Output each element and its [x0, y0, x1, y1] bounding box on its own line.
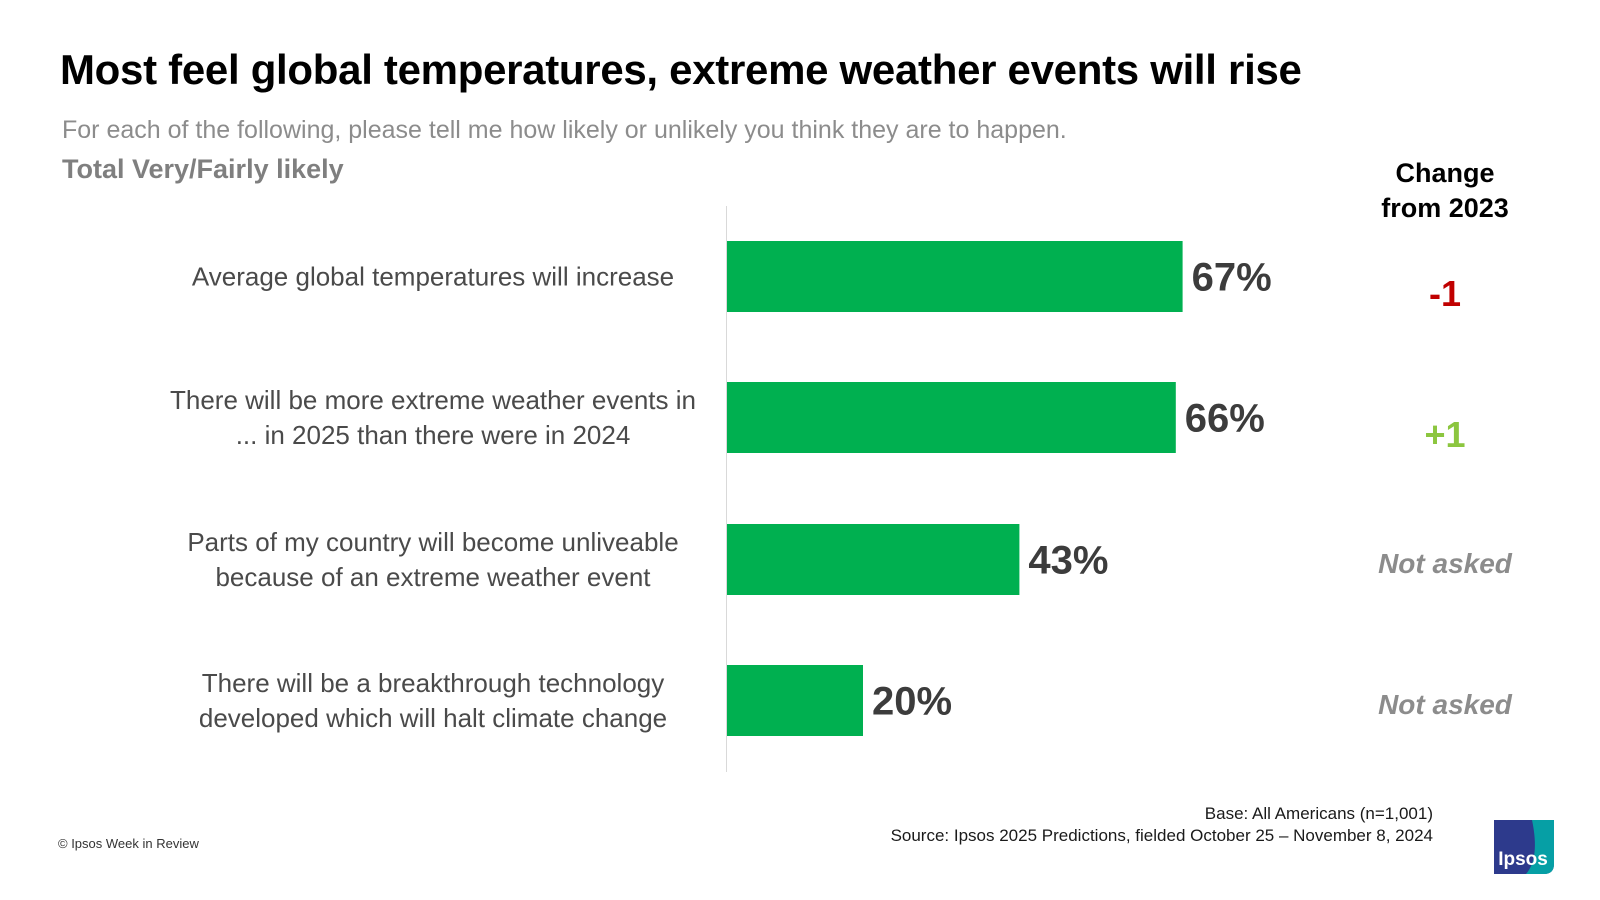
chart-subtitle: For each of the following, please tell m…: [62, 116, 1067, 144]
category-label-line: Parts of my country will become unliveab…: [187, 527, 678, 557]
bar: [727, 241, 1183, 312]
copyright: © Ipsos Week in Review: [58, 836, 199, 851]
ipsos-logo: Ipsos: [1494, 820, 1554, 874]
category-label: There will be a breakthrough technology d…: [199, 668, 667, 733]
chart-title: Most feel global temperatures, extreme w…: [60, 46, 1302, 93]
change-column-header: Change from 2023: [1370, 156, 1520, 226]
bar: [727, 382, 1176, 453]
category-label: There will be more extreme weather event…: [170, 385, 696, 450]
measure-label: Total Very/Fairly likely: [62, 154, 344, 184]
change-value: -1: [1428, 272, 1461, 314]
svg-text:Ipsos: Ipsos: [1498, 849, 1548, 870]
bar: [727, 665, 863, 736]
category-label: Average global temperatures will increas…: [192, 262, 674, 292]
bar-value-label: 43%: [1028, 539, 1108, 583]
category-label-line: There will be a breakthrough technology: [202, 668, 665, 698]
footnote: Base: All Americans (n=1,001) Source: Ip…: [891, 803, 1433, 847]
bar-value-label: 66%: [1185, 397, 1265, 441]
category-label-line: ... in 2025 than there were in 2024: [236, 420, 631, 450]
bar-value-label: 20%: [872, 680, 952, 724]
category-label: Parts of my country will become unliveab…: [187, 527, 678, 592]
bar-value-label: 67%: [1192, 256, 1272, 300]
category-label-line: Average global temperatures will increas…: [192, 262, 674, 292]
change-value: Not asked: [1378, 688, 1512, 720]
base-note: Base: All Americans (n=1,001): [1204, 804, 1433, 823]
bar: [727, 524, 1020, 595]
category-label-line: because of an extreme weather event: [215, 562, 651, 592]
change-value: Not asked: [1378, 547, 1512, 579]
change-header-line1: Change: [1395, 158, 1495, 188]
category-label-line: developed which will halt climate change: [199, 703, 667, 733]
category-label-line: There will be more extreme weather event…: [170, 385, 696, 415]
source-note: Source: Ipsos 2025 Predictions, fielded …: [890, 826, 1433, 845]
change-header-line2: from 2023: [1381, 193, 1509, 223]
bars-group: 67% Average global temperatures will incr…: [170, 241, 1272, 736]
change-value: +1: [1424, 413, 1466, 455]
